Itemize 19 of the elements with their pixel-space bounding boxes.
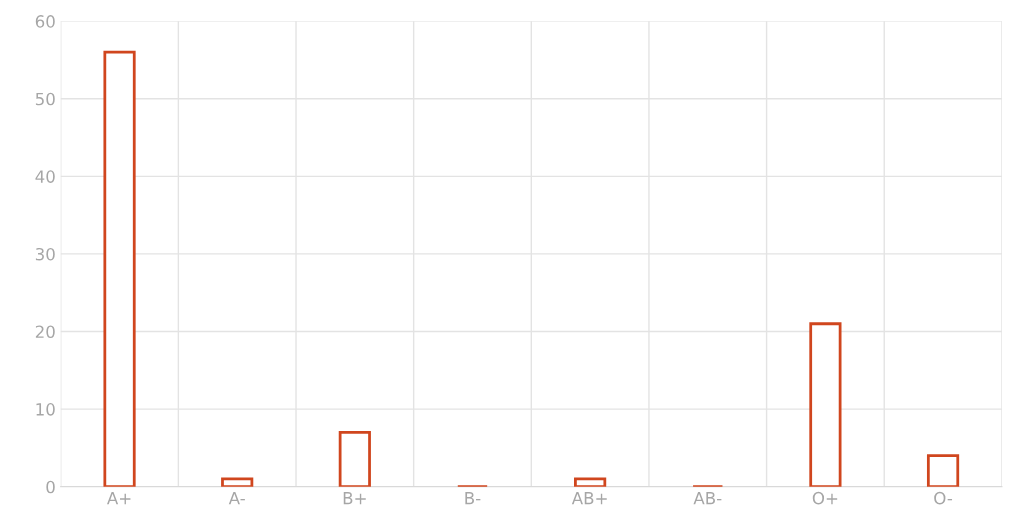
bar: [926, 454, 960, 487]
bar: [338, 430, 371, 487]
y-tick-label: 30: [35, 247, 55, 261]
y-tick-label: 40: [35, 170, 55, 183]
y-tick-label: 0: [46, 480, 55, 494]
y-tick-label: 50: [35, 92, 55, 106]
x-tick-label: A-: [228, 492, 245, 505]
x-tick-label: A+: [106, 492, 131, 505]
x-tick-label: AB-: [693, 492, 722, 505]
x-tick-label: AB+: [571, 492, 607, 505]
y-tick-label: 10: [36, 403, 55, 416]
x-tick-label: B-: [465, 492, 481, 505]
x-tick-label: B+: [343, 492, 366, 505]
x-tick-label: O+: [812, 491, 838, 505]
x-tick-label: O-: [934, 491, 953, 505]
y-tick-label: 60: [35, 15, 55, 28]
bar: [103, 50, 136, 487]
bar: [809, 322, 842, 487]
y-tick-label: 20: [35, 325, 55, 339]
